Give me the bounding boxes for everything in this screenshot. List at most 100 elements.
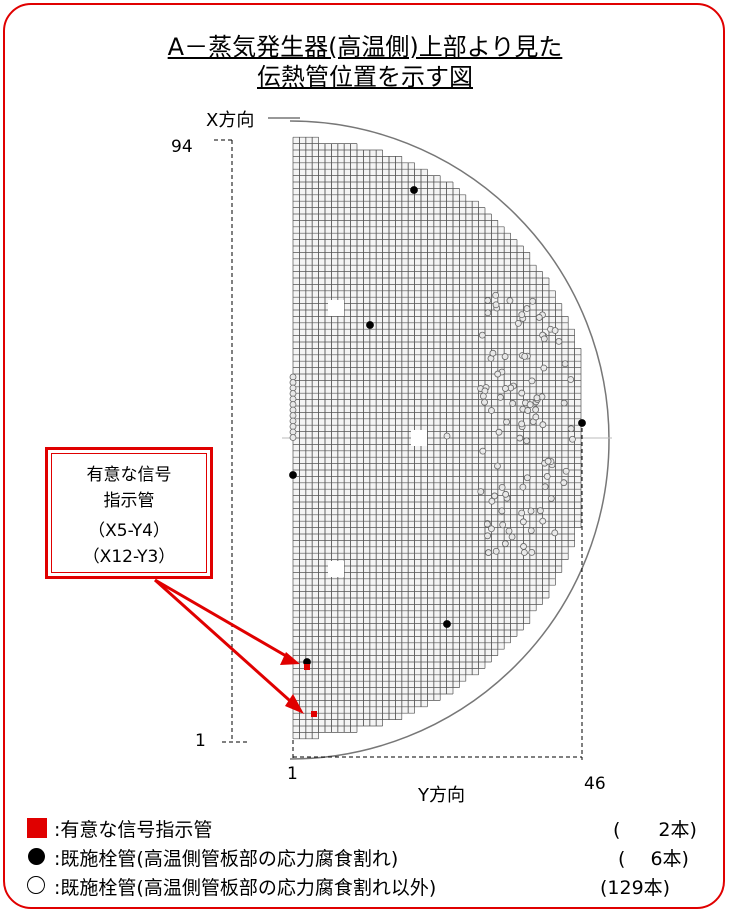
open-circle-marker [502, 490, 510, 498]
black-dot-marker [578, 419, 586, 427]
blank-region-3 [328, 561, 344, 577]
open-circle-marker [516, 434, 524, 442]
legend-label-scc: :既施栓管(高温側管板部の応力腐食割れ) [54, 848, 399, 870]
open-circle-marker [443, 432, 451, 440]
y-direction-label: Y方向 [418, 785, 465, 806]
open-circle-marker [526, 401, 534, 409]
open-circle-marker [520, 549, 528, 556]
black-dot-icon [28, 848, 45, 865]
black-dot-marker [366, 321, 374, 329]
open-circle-marker [501, 353, 509, 360]
open-circle-marker [484, 532, 491, 540]
open-circle-marker [567, 376, 575, 383]
open-circle-marker [492, 301, 500, 309]
open-circle-marker [521, 352, 529, 360]
open-circle-marker [502, 385, 509, 392]
open-circle-marker [567, 425, 575, 433]
open-circle-marker [520, 543, 527, 550]
callout-arrow-2 [153, 578, 300, 710]
arrowhead-1 [280, 652, 300, 665]
open-circle-marker [481, 398, 488, 406]
open-circle-marker [551, 327, 559, 334]
open-circle-marker [541, 483, 549, 491]
plugged-tubes-other [289, 291, 576, 556]
open-circle-marker [498, 483, 506, 491]
red-square-marker [311, 711, 317, 717]
open-circle-marker [524, 407, 532, 414]
open-circle-marker [477, 488, 485, 496]
open-circle-icon [27, 876, 45, 894]
open-circle-marker [514, 319, 522, 327]
open-circle-marker [479, 447, 487, 455]
open-circle-marker [562, 467, 570, 475]
open-circle-marker [535, 314, 543, 321]
open-circle-marker [569, 435, 576, 443]
x-max-label: 94 [171, 137, 193, 157]
open-circle-marker [523, 437, 530, 445]
open-circle-marker [529, 297, 537, 305]
open-circle-marker [519, 518, 527, 526]
open-circle-marker [540, 335, 548, 343]
callout-line-2: 指示管 [103, 491, 155, 511]
open-circle-marker [489, 349, 497, 357]
open-circle-marker [491, 492, 498, 500]
open-circle-marker [561, 360, 569, 368]
open-circle-marker [508, 533, 516, 541]
open-circle-marker [488, 525, 495, 533]
blank-region-1 [328, 300, 344, 316]
blank-region-2 [411, 430, 427, 446]
open-circle-marker [503, 418, 510, 426]
open-circle-marker [501, 540, 509, 548]
x-direction-label: X方向 [206, 110, 255, 131]
open-circle-marker [536, 507, 544, 515]
open-circle-marker [506, 297, 514, 305]
callout-line-4: （X12-Y3） [82, 547, 176, 567]
open-circle-marker [498, 507, 506, 515]
open-circle-marker [492, 547, 500, 555]
open-circle-marker [527, 507, 535, 515]
open-circle-marker [532, 413, 540, 421]
legend-label-signal: :有意な信号指示管 [54, 819, 213, 841]
open-circle-marker [518, 420, 526, 428]
open-circle-marker [560, 399, 568, 407]
open-circle-marker [518, 509, 526, 517]
open-circle-marker [488, 497, 496, 505]
open-circle-marker [555, 337, 563, 345]
legend-count-other: (129本) [600, 877, 671, 899]
legend-label-other: :既施栓管(高温側管板部の応力腐食割れ以外) [54, 877, 437, 899]
tube-grid-horizontal [293, 136, 581, 740]
open-circle-marker [492, 291, 500, 299]
open-circle-marker [494, 462, 501, 470]
black-dot-marker [410, 186, 418, 194]
callout-line-3: （X5-Y4） [88, 521, 170, 541]
open-circle-marker [484, 309, 492, 317]
open-circle-marker [518, 389, 526, 397]
open-circle-marker [532, 406, 540, 414]
open-circle-marker [505, 527, 513, 535]
callout-inner-border [51, 453, 207, 573]
red-square-icon [27, 818, 47, 838]
callout-line-1: 有意な信号 [86, 465, 172, 485]
open-circle-marker [540, 364, 548, 372]
open-circle-marker [551, 529, 559, 537]
signal-callout-box: 有意な信号 指示管 （X5-Y4） （X12-Y3） [45, 447, 213, 579]
open-circle-marker [528, 377, 536, 385]
open-circle-marker [509, 400, 517, 407]
x-min-label: 1 [195, 731, 206, 751]
open-circle-marker [527, 527, 535, 534]
open-circle-marker [539, 517, 547, 525]
outer-frame [3, 3, 725, 909]
y-min-label: 1 [287, 764, 298, 784]
open-circle-marker [495, 428, 503, 436]
open-circle-marker [497, 393, 504, 401]
open-circle-marker [488, 407, 495, 414]
open-circle-marker [523, 305, 531, 312]
open-circle-marker [523, 474, 531, 482]
open-circle-marker [289, 434, 297, 441]
open-circle-marker [544, 457, 552, 465]
title-line-2: 伝熱管位置を示す図 [257, 63, 473, 91]
signal-tubes [304, 664, 317, 717]
open-circle-marker [499, 521, 507, 529]
callout-arrow-1 [154, 578, 294, 662]
